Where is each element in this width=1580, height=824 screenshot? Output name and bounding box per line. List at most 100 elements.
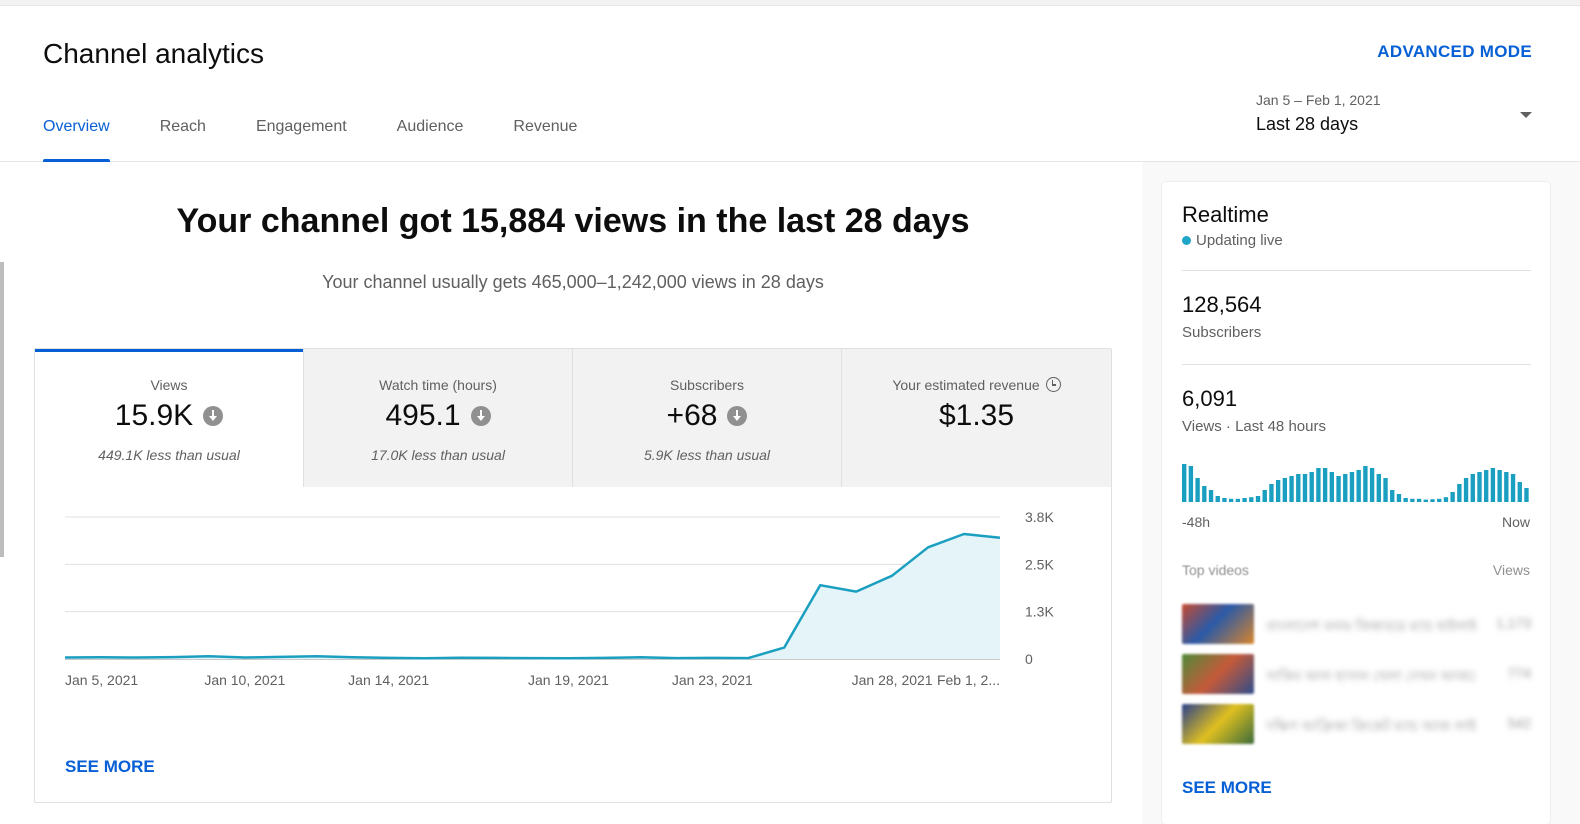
arrow-down-circle-icon bbox=[470, 406, 491, 426]
video-views: 774 bbox=[1507, 665, 1531, 681]
realtime-bar bbox=[1369, 468, 1375, 502]
realtime-bar bbox=[1215, 496, 1220, 502]
realtime-bar bbox=[1208, 490, 1214, 502]
realtime-bar bbox=[1269, 484, 1274, 502]
video-title[interactable]: দক্ষিণ আফ্রিকা ক্রিকেট ম্যাচ আজ লাইভ bbox=[1266, 718, 1476, 731]
realtime-bar bbox=[1363, 466, 1368, 502]
realtime-bar bbox=[1262, 490, 1267, 502]
realtime-bar bbox=[1249, 497, 1254, 502]
tab-reach[interactable]: Reach bbox=[159, 118, 206, 135]
date-range-label: Last 28 days bbox=[1256, 114, 1359, 134]
tab-engagement[interactable]: Engagement bbox=[255, 118, 347, 135]
realtime-bar bbox=[1403, 498, 1408, 502]
top-videos-views-header: Views bbox=[1492, 562, 1530, 578]
video-views: 1,173 bbox=[1495, 615, 1531, 631]
x-tick-label: Feb 1, 2... bbox=[937, 672, 1000, 688]
see-more-button[interactable]: SEE MORE bbox=[65, 757, 155, 776]
realtime-bar bbox=[1490, 468, 1496, 502]
left-scroll-edge[interactable] bbox=[0, 262, 4, 557]
y-tick-label: 3.8K bbox=[1025, 509, 1054, 525]
caret-down-icon bbox=[1520, 112, 1532, 118]
views-line-chart[interactable]: 0 1.3K 2.5K 3.8K Jan 5, 2021 Jan 10, 2021 Jan … bbox=[35, 487, 1111, 727]
video-views: 542 bbox=[1507, 715, 1531, 731]
x-tick-label: Jan 5, 2021 bbox=[65, 672, 138, 688]
realtime-see-more-button[interactable]: SEE MORE bbox=[1182, 778, 1272, 797]
realtime-bar-chart[interactable] bbox=[1182, 462, 1531, 502]
metric-revenue[interactable]: Your estimated revenue $1.35 bbox=[842, 349, 1111, 487]
video-title[interactable]: বাংলাদেশ বনাম জিম্বাবুয়ে ম্যাচ হাইলাইটস bbox=[1266, 618, 1476, 631]
realtime-bar bbox=[1423, 499, 1428, 502]
date-range-selector[interactable]: Jan 5 – Feb 1, 2021 Last 28 days bbox=[1256, 92, 1546, 135]
realtime-bar bbox=[1235, 498, 1241, 502]
metric-label: Subscribers bbox=[670, 377, 744, 393]
metric-value: +68 bbox=[666, 399, 718, 432]
subscriber-count: 128,564 bbox=[1182, 292, 1262, 317]
divider bbox=[1182, 270, 1531, 271]
top-video-row[interactable]: দক্ষিণ আফ্রিকা ক্রিকেট ম্যাচ আজ লাইভ 542 bbox=[1182, 704, 1531, 744]
metric-watch-time[interactable]: Watch time (hours) 495.1 17.0K less than… bbox=[304, 349, 573, 487]
realtime-bar bbox=[1504, 472, 1509, 502]
realtime-bar bbox=[1383, 478, 1388, 502]
top-videos-label: Top videos bbox=[1182, 562, 1249, 578]
realtime-bar bbox=[1430, 499, 1435, 502]
x-tick-label: Jan 28, 2021 bbox=[852, 672, 933, 688]
video-thumbnail[interactable] bbox=[1182, 704, 1254, 744]
x-tick-label: Jan 10, 2021 bbox=[204, 672, 285, 688]
metric-value-row: +68 bbox=[573, 399, 841, 433]
realtime-bar bbox=[1343, 474, 1348, 502]
realtime-bar bbox=[1450, 492, 1455, 502]
tab-bar: Overview Reach Engagement Audience Reven… bbox=[43, 118, 627, 162]
realtime-bar bbox=[1195, 478, 1200, 502]
realtime-bar bbox=[1470, 474, 1475, 502]
realtime-bar bbox=[1242, 498, 1247, 502]
chart-series-line bbox=[64, 532, 1001, 660]
video-thumbnail[interactable] bbox=[1182, 604, 1254, 644]
y-tick-label: 1.3K bbox=[1025, 604, 1054, 620]
realtime-bar bbox=[1329, 472, 1335, 502]
clock-icon[interactable] bbox=[1045, 377, 1061, 392]
realtime-card: Realtime Updating live 128,564 Subscribe… bbox=[1162, 182, 1550, 824]
realtime-bar bbox=[1396, 494, 1402, 502]
key-metrics-card: Views 15.9K 449.1K less than usual Watch… bbox=[34, 348, 1112, 803]
metric-value: 495.1 bbox=[385, 399, 461, 432]
realtime-views-label: Views · Last 48 hours bbox=[1182, 418, 1326, 435]
realtime-bar bbox=[1316, 468, 1321, 502]
realtime-bar bbox=[1182, 464, 1187, 502]
metric-subscribers[interactable]: Subscribers +68 5.9K less than usual bbox=[573, 349, 842, 487]
realtime-bar bbox=[1497, 470, 1502, 502]
realtime-bar bbox=[1275, 480, 1281, 502]
realtime-bar bbox=[1410, 498, 1415, 502]
metric-note: 5.9K less than usual bbox=[643, 447, 771, 463]
realtime-bar bbox=[1296, 474, 1301, 502]
views-typical-range: Your channel usually gets 465,000–1,242,… bbox=[322, 272, 824, 292]
video-title[interactable]: সাকিব আল হাসান খেলা দেখুন আজকে bbox=[1266, 668, 1476, 681]
y-tick-label: 0 bbox=[1025, 651, 1033, 667]
advanced-mode-button[interactable]: ADVANCED MODE bbox=[1377, 42, 1532, 61]
page-title: Channel analytics bbox=[43, 38, 265, 69]
realtime-bar bbox=[1457, 484, 1462, 502]
metric-value: 15.9K bbox=[114, 399, 194, 432]
realtime-status-text: Updating live bbox=[1196, 232, 1283, 249]
metric-label: Your estimated revenue bbox=[842, 377, 1111, 393]
overview-main: Your channel got 15,884 views in the las… bbox=[4, 162, 1142, 824]
tab-audience[interactable]: Audience bbox=[396, 118, 464, 135]
realtime-bar bbox=[1376, 474, 1381, 502]
realtime-bar bbox=[1484, 470, 1489, 502]
chart-area-fill bbox=[65, 534, 1000, 659]
divider bbox=[1182, 364, 1531, 365]
top-video-row[interactable]: সাকিব আল হাসান খেলা দেখুন আজকে 774 bbox=[1182, 654, 1531, 694]
realtime-bar bbox=[1443, 497, 1449, 502]
realtime-axis-start: -48h bbox=[1182, 514, 1211, 530]
top-video-row[interactable]: বাংলাদেশ বনাম জিম্বাবুয়ে ম্যাচ হাইলাইটস… bbox=[1182, 604, 1531, 644]
realtime-bar bbox=[1416, 498, 1422, 502]
tab-overview[interactable]: Overview bbox=[43, 118, 110, 162]
realtime-bar bbox=[1463, 478, 1469, 502]
window-top-border bbox=[0, 0, 1580, 6]
realtime-bar bbox=[1390, 490, 1395, 502]
metric-views[interactable]: Views 15.9K 449.1K less than usual bbox=[35, 349, 304, 487]
metric-value-row: $1.35 bbox=[842, 399, 1111, 433]
video-thumbnail[interactable] bbox=[1182, 654, 1254, 694]
realtime-bar bbox=[1517, 482, 1522, 502]
realtime-status: Updating live bbox=[1182, 232, 1283, 249]
tab-revenue[interactable]: Revenue bbox=[513, 118, 578, 135]
